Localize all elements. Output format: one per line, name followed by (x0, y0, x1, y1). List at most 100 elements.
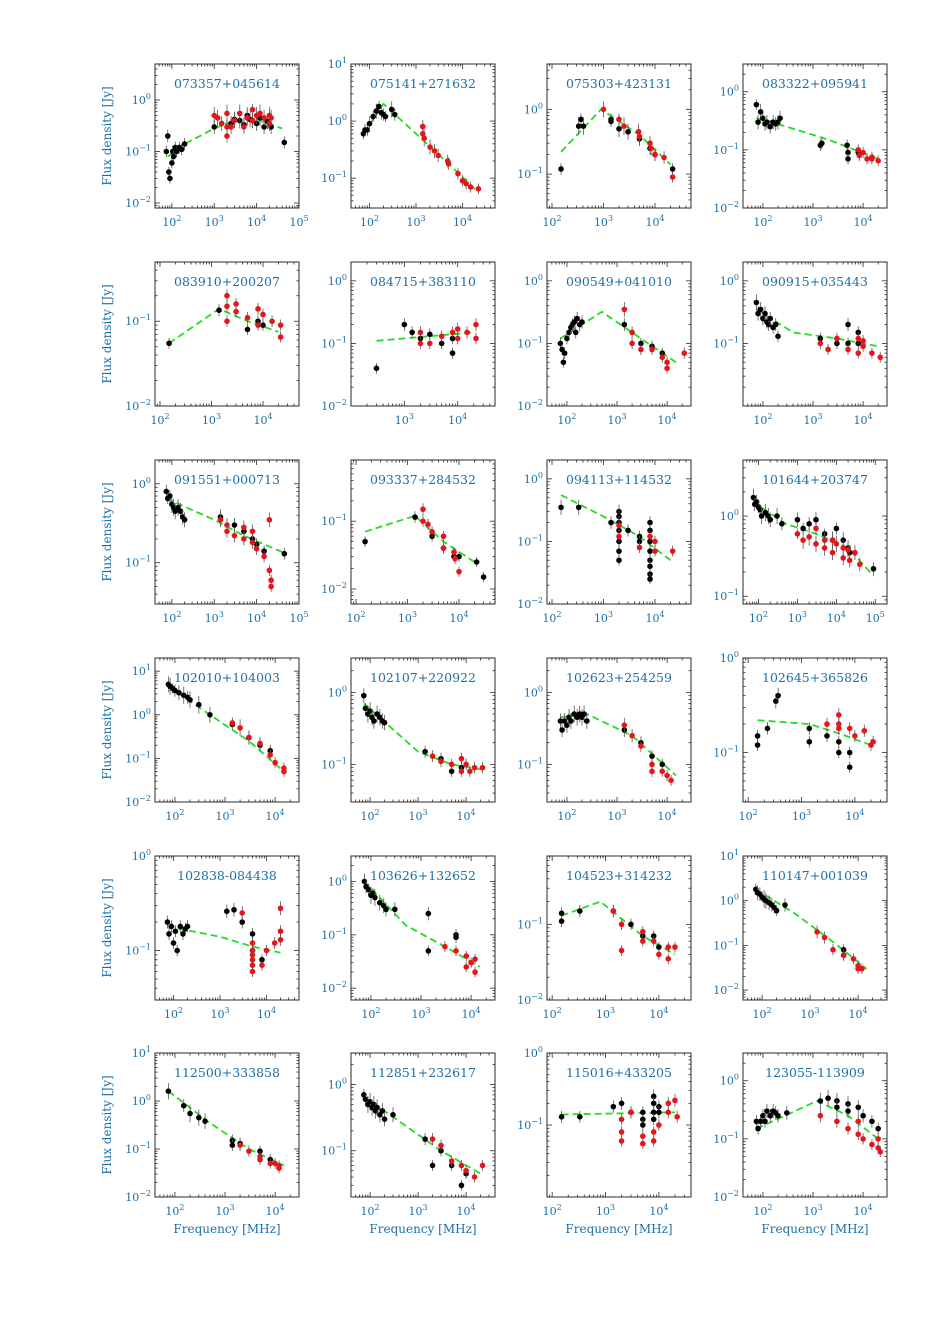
black-point (575, 123, 582, 129)
red-point (464, 329, 470, 336)
red-point (472, 969, 478, 975)
fit-line (364, 514, 475, 563)
x-tick-label: 103 (803, 412, 822, 427)
y-tick-label: 10−1 (125, 943, 151, 958)
x-tick-label: 102 (739, 808, 758, 823)
red-point (621, 306, 628, 313)
red-point (877, 1148, 884, 1155)
red-point (825, 346, 831, 353)
y-tick-label: 100 (328, 873, 347, 888)
panel-title: 075141+271632 (370, 76, 476, 91)
x-tick-label: 103 (607, 412, 626, 427)
x-tick-label: 104 (854, 214, 873, 229)
minor-ticks (547, 262, 691, 406)
y-tick-label: 100 (524, 471, 543, 486)
y-tick-label: 10−1 (125, 144, 151, 159)
y-tick-label: 10−1 (517, 335, 543, 350)
red-point (659, 768, 666, 775)
panel-112851+232617: 102 103 104 10−1 100 112851+232617 Frequency [… (321, 1052, 496, 1236)
y-tick-label: 100 (524, 684, 543, 699)
red-point (616, 533, 622, 540)
red-point (236, 110, 243, 117)
minor-ticks (547, 64, 691, 208)
red-point (429, 528, 435, 535)
red-point (649, 346, 655, 353)
x-tick-label: 105 (866, 610, 885, 625)
x-tick-label: 104 (457, 808, 476, 823)
red-point (231, 117, 238, 124)
black-point (163, 488, 170, 495)
red-point (638, 346, 644, 353)
red-point (652, 538, 658, 545)
red-series (814, 925, 865, 974)
black-series (165, 1083, 274, 1166)
red-series (610, 904, 678, 965)
red-point (458, 1162, 465, 1169)
plot-frame (742, 63, 888, 209)
black-point (755, 119, 761, 125)
y-tick-label: 100 (132, 92, 151, 107)
red-point (616, 522, 622, 529)
black-point (370, 113, 376, 120)
panel-title: 123055-113909 (765, 1065, 865, 1080)
plot-frame (154, 657, 300, 803)
y-tick-label: 100 (132, 476, 151, 491)
red-point (266, 567, 273, 574)
black-point (170, 153, 177, 160)
black-point (616, 557, 622, 564)
black-point (366, 120, 373, 127)
fit-line (363, 880, 481, 968)
minor-ticks (351, 262, 495, 406)
x-tick-label: 102 (361, 1203, 380, 1218)
black-point (773, 698, 779, 704)
y-axis-label: Flux density [Jy] (100, 680, 114, 779)
black-point (361, 692, 367, 699)
black-point (794, 516, 801, 523)
black-point (370, 890, 376, 897)
black-point (429, 1162, 436, 1169)
panel-103626+132652: 102 103 104 10−2 10−1 100 103626+132652 (321, 855, 496, 1021)
y-tick-label: 10−2 (713, 1189, 739, 1204)
red-point (869, 154, 875, 160)
panel-102623+254259: 102 103 104 10−1 100 102623+254259 (517, 657, 692, 823)
red-point (669, 548, 676, 554)
black-point (616, 126, 622, 132)
red-point (479, 1162, 486, 1169)
fit-line (362, 102, 478, 192)
red-point (471, 1174, 478, 1180)
red-point (473, 321, 479, 328)
black-point (650, 1100, 657, 1107)
panel-title: 110147+001039 (762, 868, 868, 883)
red-point (610, 908, 617, 914)
red-point (650, 1138, 657, 1144)
red-point (665, 956, 672, 962)
red-series (817, 332, 884, 363)
red-point (833, 541, 840, 547)
x-tick-label: 102 (150, 412, 169, 427)
panel-title: 102107+220922 (370, 670, 476, 685)
red-point (244, 115, 251, 121)
red-point (668, 777, 674, 784)
black-point (845, 340, 851, 347)
black-point (365, 886, 372, 893)
black-series (753, 294, 862, 350)
y-tick-label: 100 (524, 273, 543, 288)
black-point (376, 899, 383, 906)
black-point (767, 315, 774, 322)
fit-line (757, 719, 872, 746)
red-series (600, 101, 676, 183)
minor-ticks (547, 856, 691, 1000)
black-point (564, 722, 570, 728)
black-point (381, 719, 388, 726)
red-point (440, 533, 447, 540)
red-point (257, 740, 263, 747)
red-point (618, 947, 625, 954)
black-point (449, 335, 456, 342)
black-point (753, 101, 760, 108)
red-point (233, 308, 239, 315)
red-point (616, 116, 622, 123)
y-tick-label: 100 (720, 650, 739, 665)
x-tick-label: 104 (462, 1006, 481, 1021)
red-point (435, 152, 441, 159)
plot-frame (154, 855, 300, 1001)
